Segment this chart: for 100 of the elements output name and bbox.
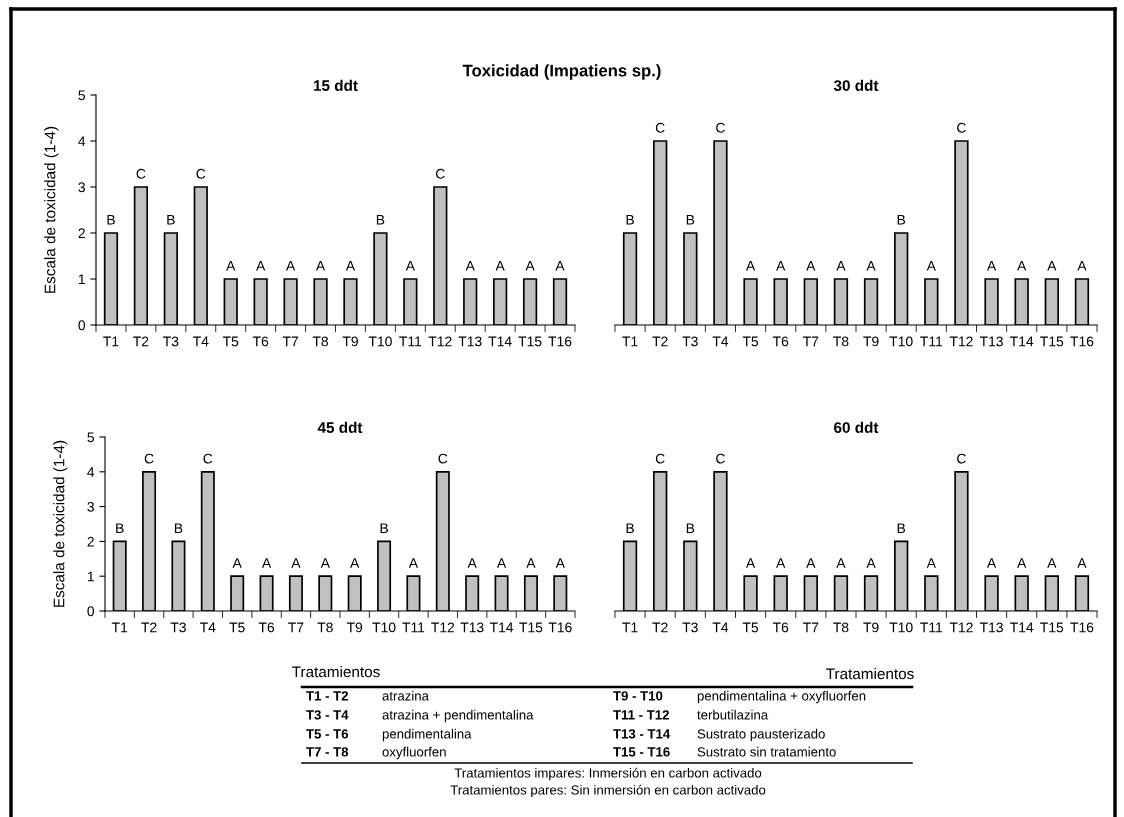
data-label: C <box>438 453 448 464</box>
y-tick-label: 3 <box>87 501 94 512</box>
x-tick-label: T7 <box>803 336 819 347</box>
data-label: B <box>897 215 906 225</box>
text: T1 - T2 <box>306 691 348 701</box>
data-label: A <box>526 558 536 568</box>
data-label: C <box>716 453 725 464</box>
x-tick-label: T2 <box>141 622 157 633</box>
text: T5 - T6 <box>306 729 349 739</box>
y-tick-label: 2 <box>78 228 85 239</box>
text: Tratamientos impares: Inmersión en carbon activado <box>454 767 762 781</box>
x-tick-label: T10 <box>889 622 913 633</box>
data-label: A <box>408 558 419 568</box>
text: Tratamientos pares: Sin inmersión en carbon activado <box>450 784 766 798</box>
y-tick-label: 5 <box>78 90 85 101</box>
x-tick-label: T2 <box>133 336 149 347</box>
data-label: A <box>776 558 786 568</box>
x-tick-label: T1 <box>622 336 638 347</box>
data-label: A <box>496 558 507 568</box>
data-label: C <box>203 453 213 464</box>
data-label: C <box>957 122 966 133</box>
data-label: A <box>745 261 756 271</box>
x-tick-label: T8 <box>833 622 849 633</box>
x-tick-label: T1 <box>622 622 638 633</box>
x-tick-label: T16 <box>548 622 572 633</box>
data-label: C <box>655 122 665 133</box>
data-label: C <box>655 453 665 464</box>
data-label: A <box>806 558 816 568</box>
x-tick-label: T12 <box>949 622 973 633</box>
data-label: A <box>1017 558 1027 568</box>
y-tick-label: 4 <box>78 136 86 147</box>
data-label: B <box>686 215 695 225</box>
x-tick-label: T12 <box>428 336 452 347</box>
x-tick-label: T7 <box>803 622 819 633</box>
text: Sustrato pausterizado <box>697 728 825 742</box>
x-tick-label: T6 <box>252 336 269 347</box>
y-tick-label: 4 <box>87 467 95 477</box>
text: T15 - T16 <box>613 747 670 757</box>
data-label: A <box>986 261 997 271</box>
x-tick-label: T4 <box>712 622 729 633</box>
text: pendimentalina <box>382 728 472 742</box>
data-label: B <box>174 523 183 533</box>
x-tick-label: T6 <box>258 622 275 633</box>
x-tick-label: T3 <box>682 622 698 633</box>
x-tick-label: T14 <box>489 622 514 633</box>
data-label: B <box>897 523 906 533</box>
x-tick-label: T13 <box>460 622 484 633</box>
x-tick-label: T1 <box>111 622 128 633</box>
text: terbutilazina <box>697 709 769 720</box>
data-label: A <box>836 558 846 568</box>
data-label: A <box>866 261 876 271</box>
data-label: B <box>116 523 124 533</box>
text: T3 - T4 <box>306 710 349 720</box>
x-tick-label: T3 <box>682 336 698 347</box>
text: T11 - T12 <box>613 710 669 720</box>
x-tick-label: T8 <box>317 622 333 633</box>
y-tick-label: 2 <box>87 536 94 547</box>
data-label: A <box>866 558 876 568</box>
data-label: A <box>1047 558 1057 568</box>
x-tick-label: T10 <box>889 336 913 347</box>
data-label: A <box>465 261 475 271</box>
data-label: A <box>986 558 997 568</box>
data-label: A <box>525 261 535 271</box>
data-label: C <box>196 168 206 179</box>
x-tick-label: T11 <box>402 622 425 633</box>
data-label: A <box>315 261 326 271</box>
data-label: A <box>555 261 565 271</box>
x-tick-label: T10 <box>372 622 396 633</box>
data-label: C <box>957 453 966 464</box>
data-label: B <box>380 523 388 533</box>
x-tick-label: T1 <box>103 336 119 347</box>
x-tick-label: T5 <box>222 336 239 347</box>
data-label: C <box>716 122 725 133</box>
data-label: A <box>776 261 786 271</box>
data-label: B <box>376 215 385 225</box>
x-tick-label: T7 <box>288 622 304 633</box>
data-label: A <box>555 558 565 568</box>
x-tick-label: T5 <box>229 622 245 633</box>
x-tick-label: T8 <box>833 336 849 347</box>
data-label: A <box>256 261 266 271</box>
text: oxyfluorfen <box>382 746 446 760</box>
data-label: A <box>261 558 272 568</box>
text: atrazina <box>382 690 429 701</box>
x-tick-label: T16 <box>1070 336 1094 347</box>
y-tick-label: 3 <box>78 182 85 193</box>
data-label: A <box>291 558 301 568</box>
x-tick-label: T5 <box>742 622 759 633</box>
text: T7 - T8 <box>306 747 349 757</box>
y-tick-label: 0 <box>78 320 86 331</box>
data-label: B <box>626 523 634 533</box>
x-tick-label: T10 <box>368 336 392 347</box>
x-tick-label: T16 <box>548 336 572 347</box>
x-tick-label: T15 <box>518 336 542 347</box>
x-tick-label: T13 <box>979 336 1003 347</box>
data-label: A <box>285 261 296 271</box>
data-label: A <box>495 261 505 271</box>
data-label: A <box>467 558 477 568</box>
x-tick-label: T11 <box>920 336 943 347</box>
data-label: A <box>806 261 816 271</box>
data-label: A <box>926 558 936 568</box>
